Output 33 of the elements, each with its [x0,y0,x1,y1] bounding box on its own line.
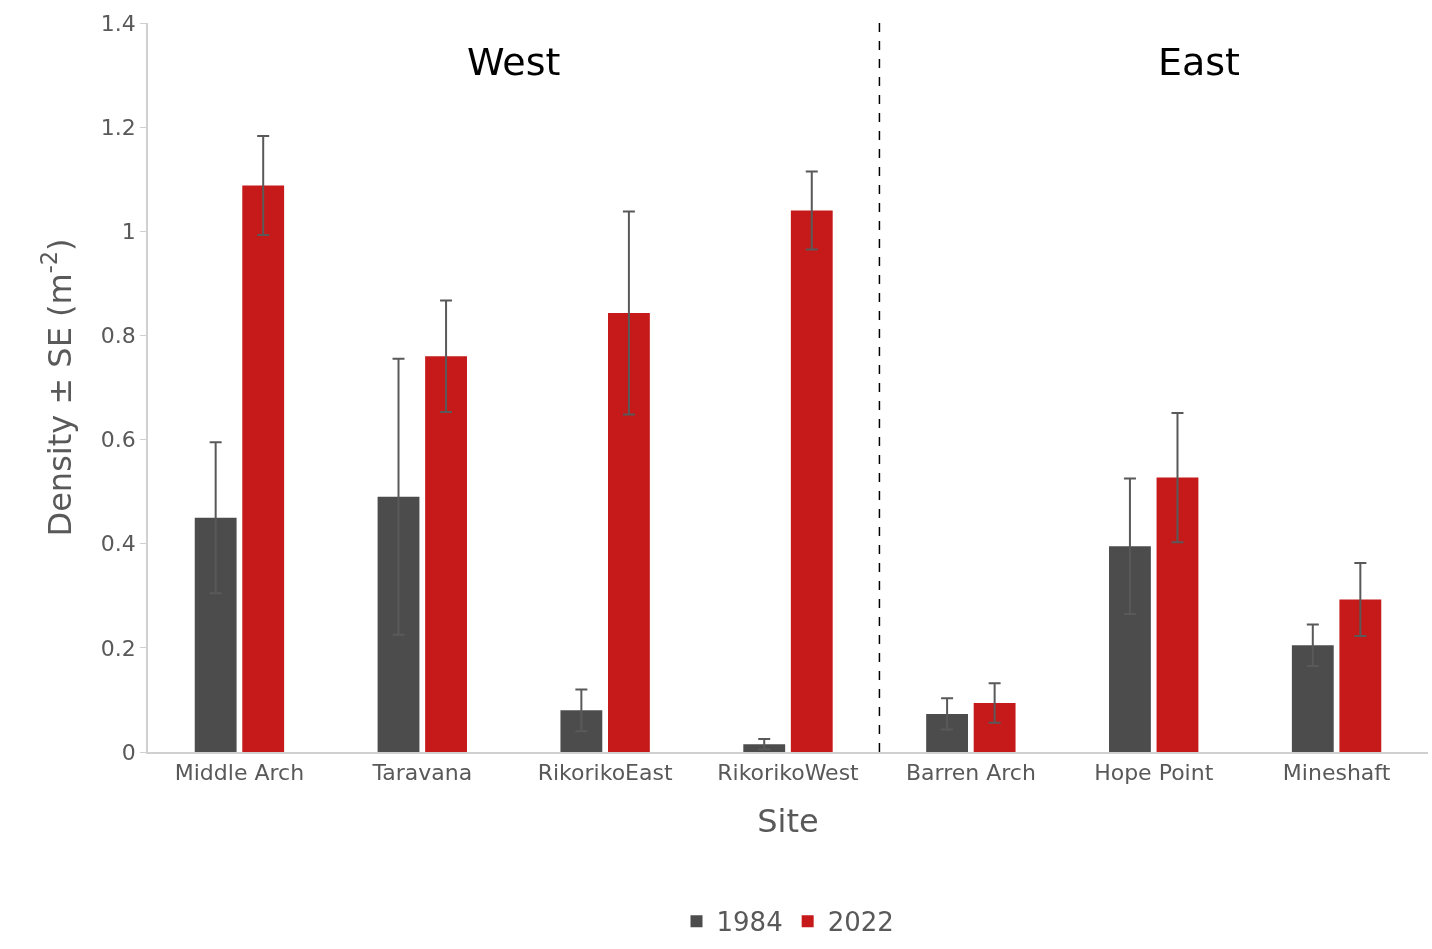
x-tick-label: RikorikoWest [717,760,860,786]
x-tick-label: RikorikoEast [537,760,673,786]
bar [377,496,420,752]
bar [790,210,833,752]
bar [1109,546,1151,752]
y-tick-label: 0.8 [100,323,136,349]
y-tick-label: 0.6 [100,427,136,453]
annotation: West [467,40,561,84]
legend-label: 2022 [827,907,894,938]
x-tick-label: Hope Point [1094,760,1214,786]
bar [194,517,237,752]
y-tick-label: 0 [121,739,136,765]
bar [425,356,467,752]
bar [1339,599,1382,752]
bar [1291,645,1334,752]
y-tick-label: 0.2 [100,635,136,661]
x-tick-label: Barren Arch [905,760,1036,786]
bar [973,703,1016,752]
x-tick-label: Middle Arch [174,760,305,786]
x-tick-label: Mineshaft [1282,760,1391,786]
y-tick-label: 0.4 [100,531,136,557]
x-axis-title: Site [757,801,819,840]
annotation: East [1158,40,1240,84]
y-tick-label: 1 [121,218,136,244]
bar [242,185,285,752]
bar [1156,477,1199,752]
y-tick-label: 1.2 [100,114,136,140]
legend-label: 1984 [716,907,783,938]
x-tick-label: Taravana [371,760,473,786]
y-tick-label: 1.4 [100,10,136,36]
bar [926,713,968,752]
bar [608,313,650,752]
bar [560,710,603,752]
